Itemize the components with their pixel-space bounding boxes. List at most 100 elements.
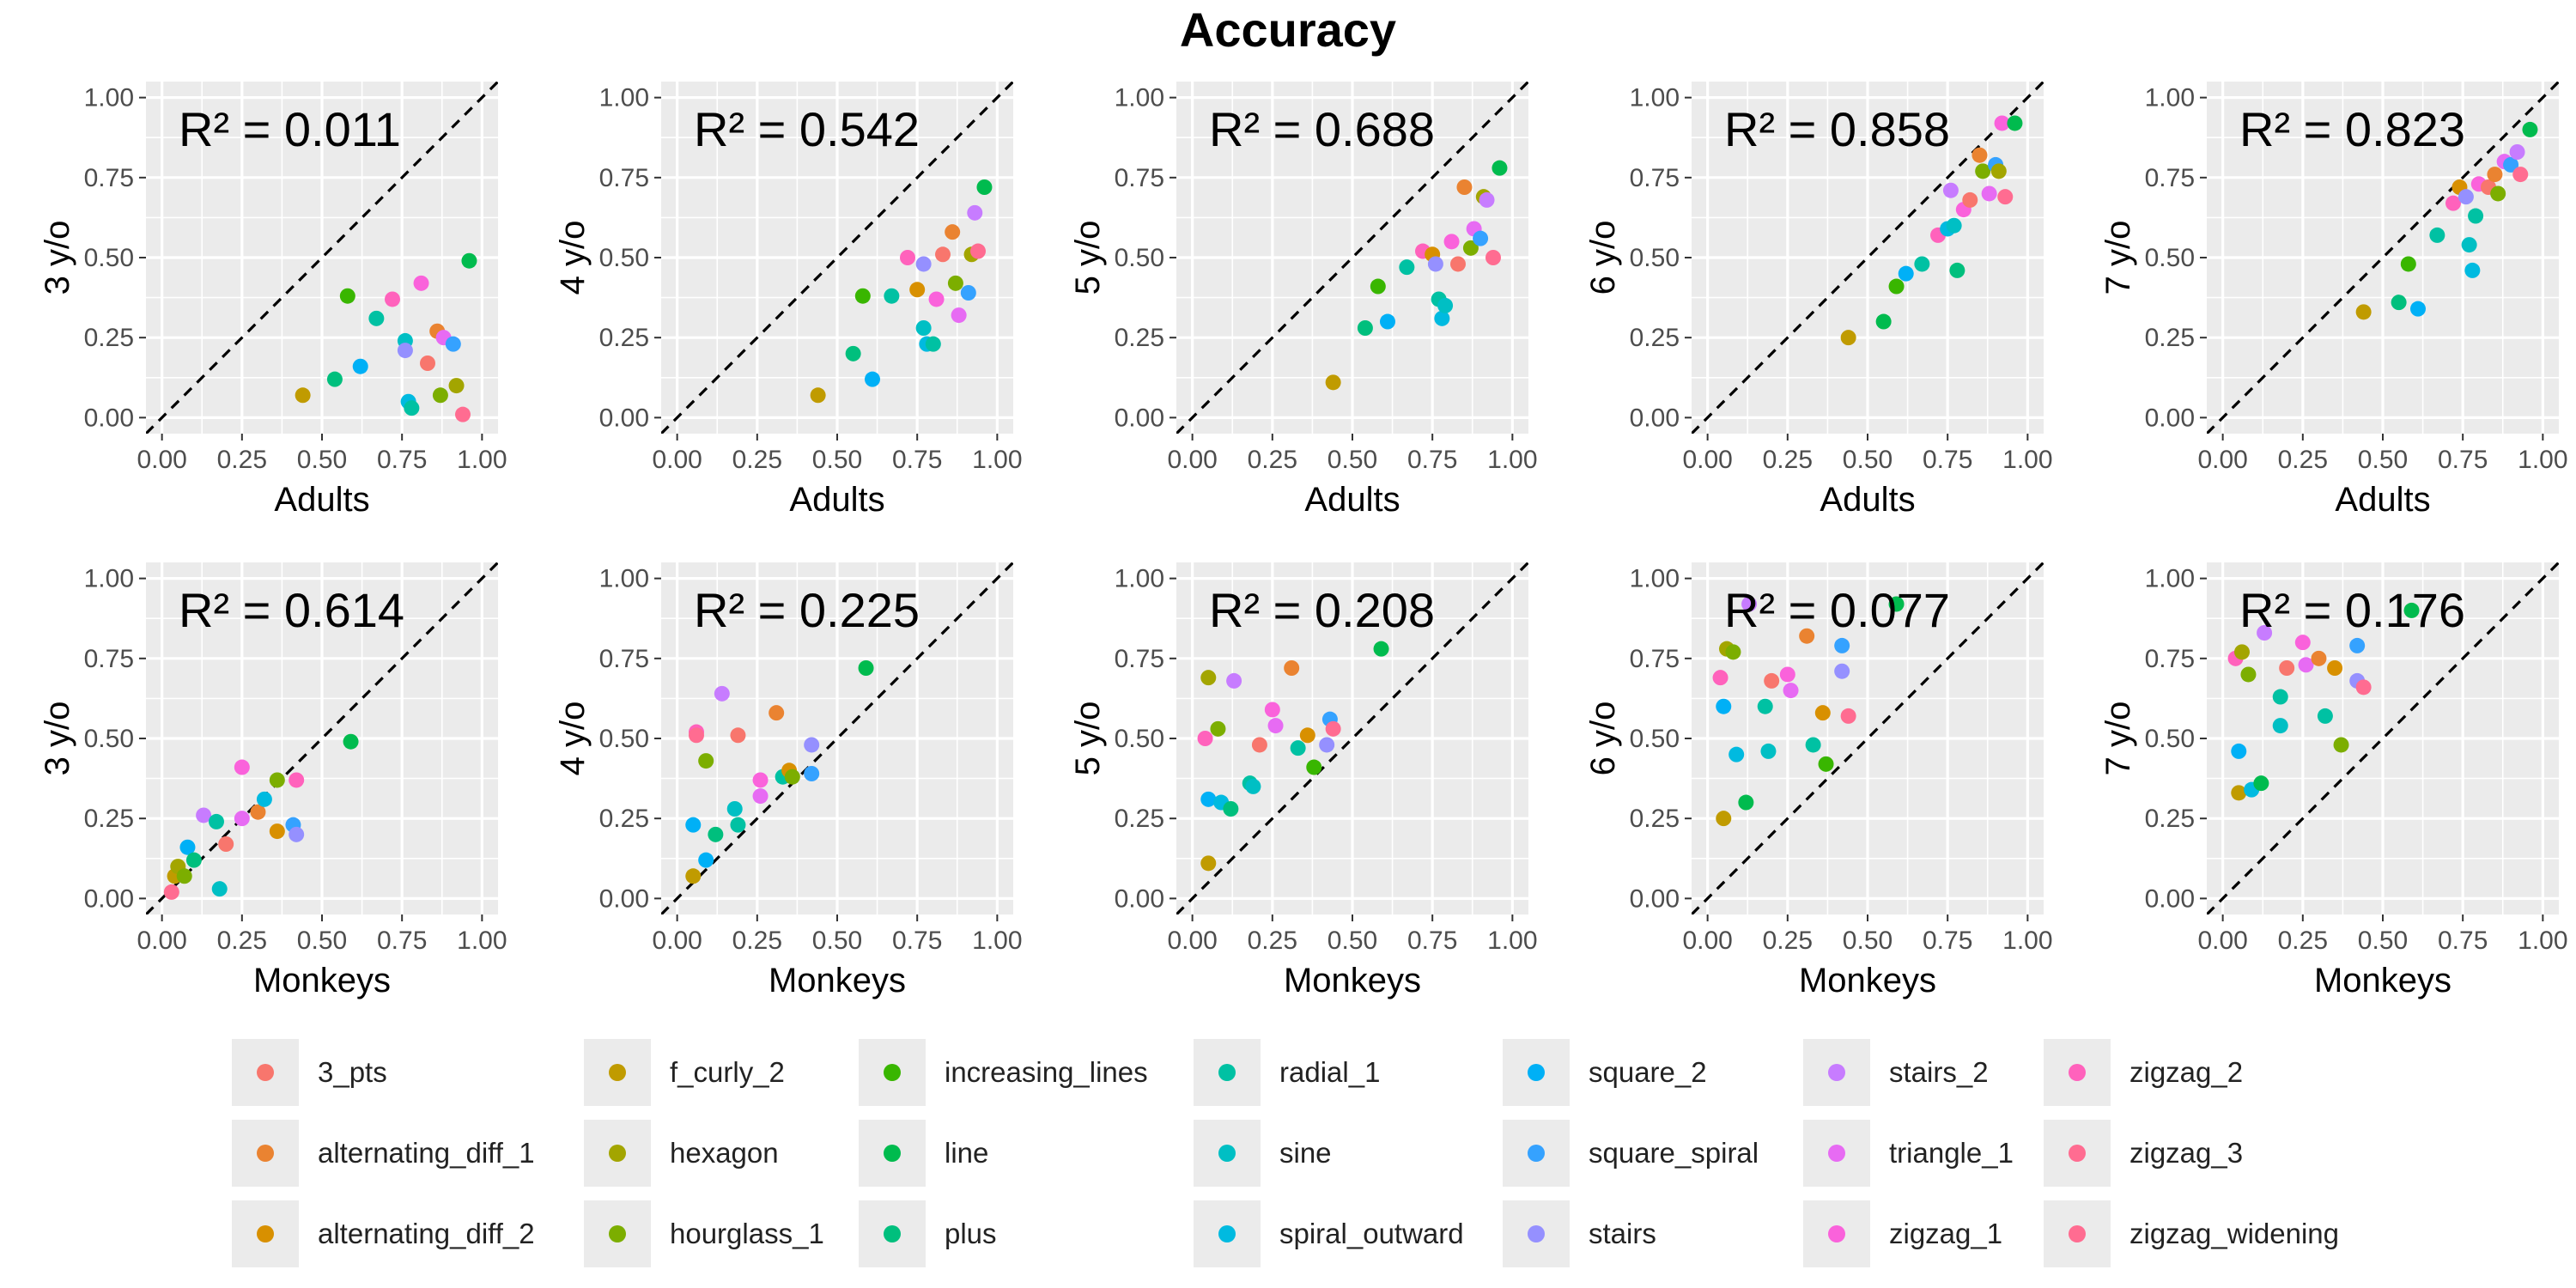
scatter-point	[1437, 297, 1454, 313]
x-tick-label: 0.00	[2197, 927, 2247, 955]
scatter-point	[1319, 737, 1335, 753]
legend-dot-icon	[2069, 1225, 2086, 1242]
y-tick-label: 0.75	[84, 645, 134, 673]
identity-line	[146, 82, 498, 434]
x-tick-label: 0.75	[1923, 446, 1972, 474]
legend-label: stairs	[1589, 1218, 1656, 1249]
legend-label: radial_1	[1279, 1056, 1381, 1088]
panel-4: 0.000.00 0.25 0.25 0.50 0.50 0.75 0.75 1.00 1.00…	[1584, 82, 2053, 519]
scatter-point	[2257, 625, 2273, 641]
scatter-point	[352, 358, 368, 374]
x-tick-label: 0.50	[2358, 446, 2408, 474]
legend-dot-icon	[1828, 1064, 1845, 1081]
x-tick-label: 0.50	[297, 446, 347, 474]
identity-line	[2207, 82, 2559, 434]
legend-item: f_curly_2	[584, 1039, 785, 1106]
scatter-point	[945, 224, 961, 240]
legend-label: stairs_2	[1889, 1056, 1989, 1088]
y-tick-label: 0.00	[1630, 404, 1680, 432]
scatter-point	[1725, 644, 1741, 660]
x-tick-label: 0.25	[732, 927, 782, 955]
legend-item: plus	[859, 1200, 997, 1267]
y-tick-label: 0.25	[1115, 324, 1164, 352]
legend-key	[1503, 1200, 1570, 1267]
x-tick-label: 1.00	[972, 446, 1022, 474]
scatter-point	[1760, 743, 1777, 759]
x-tick-label: 0.75	[2438, 446, 2488, 474]
x-tick-label: 0.25	[1248, 446, 1297, 474]
scatter-point	[1741, 596, 1758, 612]
legend-dot-icon	[257, 1145, 274, 1162]
x-axis-label: Monkeys	[253, 962, 391, 999]
scatter-point	[1443, 234, 1460, 250]
legend-item: sine	[1194, 1120, 1332, 1187]
y-tick-label: 0.25	[1630, 805, 1680, 833]
scatter-point	[752, 772, 769, 788]
figure-title: Accuracy	[1179, 3, 1397, 57]
legend-label: f_curly_2	[670, 1056, 785, 1088]
x-axis-label: Adults	[1304, 481, 1400, 519]
legend-label: zigzag_widening	[2129, 1218, 2340, 1249]
legend-dot-icon	[884, 1064, 901, 1081]
scatter-point	[1357, 320, 1373, 336]
y-tick-label: 0.00	[84, 884, 134, 913]
scatter-point	[2311, 650, 2327, 666]
scatter-point	[900, 250, 915, 265]
x-tick-label: 0.75	[2438, 927, 2488, 955]
scatter-point	[1834, 637, 1850, 653]
scatter-point	[1370, 278, 1386, 295]
legend-key	[232, 1120, 299, 1187]
scatter-point	[2349, 637, 2366, 653]
x-tick-label: 0.00	[1167, 927, 1217, 955]
legend-label: sine	[1279, 1137, 1332, 1169]
scatter-point	[698, 753, 714, 769]
scatter-point	[1757, 698, 1773, 714]
scatter-point	[730, 727, 746, 744]
y-axis-label: 4 y/o	[554, 221, 592, 295]
legend-label: increasing_lines	[945, 1056, 1148, 1088]
x-tick-label: 1.00	[457, 927, 507, 955]
scatter-point	[1197, 731, 1213, 746]
legend-label: line	[945, 1137, 989, 1169]
scatter-point	[211, 881, 228, 897]
scatter-point	[1814, 705, 1831, 721]
scatter-point	[2333, 737, 2349, 753]
legend-key	[584, 1120, 651, 1187]
y-axis-label: 7 y/o	[2099, 702, 2137, 776]
y-axis-label: 5 y/o	[1069, 702, 1107, 776]
scatter-point	[935, 246, 951, 263]
scatter-point	[730, 817, 746, 833]
legend-key	[859, 1200, 926, 1267]
legend-item: zigzag_widening	[2044, 1200, 2339, 1267]
x-tick-label: 1.00	[1487, 446, 1537, 474]
scatter-point	[1962, 191, 1978, 208]
scatter-point	[445, 336, 461, 352]
scatter-point	[845, 345, 861, 361]
scatter-point	[967, 204, 983, 221]
scatter-point	[928, 291, 945, 307]
scatter-point	[368, 310, 385, 326]
y-tick-label: 0.75	[1115, 645, 1164, 673]
legend-label: zigzag_2	[2129, 1056, 2244, 1088]
panel-6: 0.000.00 0.25 0.25 0.50 0.50 0.75 0.75 1.00 1.00…	[39, 562, 507, 999]
scatter-point	[1473, 230, 1489, 246]
y-tick-label: 0.25	[2145, 805, 2195, 833]
scatter-point	[1840, 330, 1856, 346]
scatter-point	[1462, 240, 1479, 256]
y-axis-label: 7 y/o	[2099, 221, 2137, 295]
identity-line	[661, 82, 1013, 434]
y-axis-label: 5 y/o	[1069, 221, 1107, 295]
scatter-point	[784, 769, 800, 785]
y-tick-label: 0.75	[84, 164, 134, 192]
x-tick-label: 0.00	[137, 446, 186, 474]
scatter-point	[234, 811, 250, 827]
scatter-point	[2503, 156, 2519, 173]
scatter-point	[2403, 602, 2420, 618]
legend-key	[859, 1039, 926, 1106]
y-tick-label: 1.00	[599, 84, 649, 112]
y-tick-label: 1.00	[599, 565, 649, 593]
scatter-point	[343, 733, 359, 750]
x-tick-label: 0.00	[652, 927, 702, 955]
x-tick-label: 1.00	[2518, 446, 2567, 474]
x-tick-label: 0.50	[2358, 927, 2408, 955]
